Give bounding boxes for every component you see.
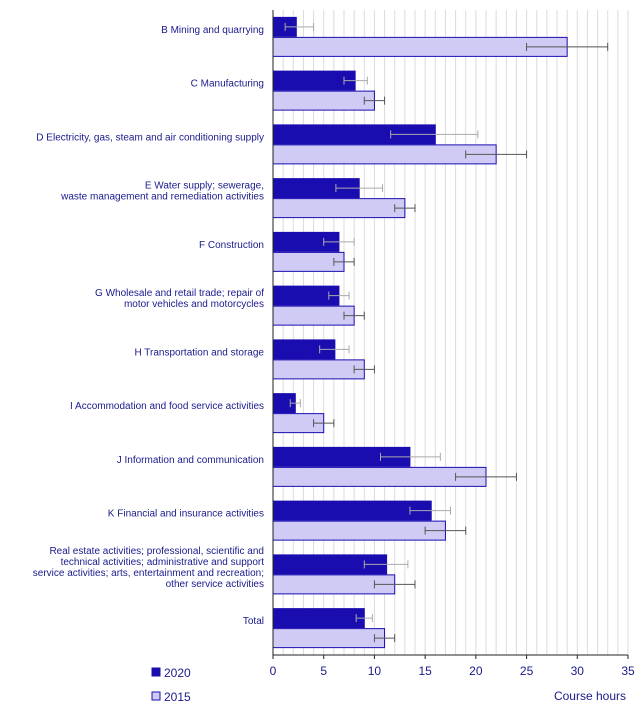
- category-label-line: J Information and communication: [117, 455, 264, 466]
- category-label-line: D Electricity, gas, steam and air condit…: [36, 132, 264, 143]
- legend: 2020 2015: [151, 666, 191, 704]
- category-label-line: G Wholesale and retail trade; repair of: [95, 288, 264, 299]
- category-label-line: C Manufacturing: [191, 79, 264, 90]
- bars: [272, 16, 568, 649]
- category-label-line: Total: [243, 616, 264, 627]
- x-axis-title: Course hours: [554, 689, 626, 703]
- category-label-line: waste management and remediation activit…: [60, 192, 264, 203]
- x-tick-labels: 0 5 10 15 20 25 30 35: [270, 664, 635, 678]
- category-label-line: technical activities; administrative and…: [61, 557, 265, 568]
- category-label-line: service activities; arts, entertainment …: [33, 568, 264, 579]
- category-label-2: D Electricity, gas, steam and air condit…: [36, 132, 264, 143]
- category-label-11: Total: [243, 616, 264, 627]
- category-label-line: B Mining and quarrying: [161, 25, 264, 36]
- grid-lines: [282, 10, 629, 655]
- bar-2015-6: [272, 359, 365, 380]
- bar-2015-0: [272, 36, 568, 57]
- category-label-8: J Information and communication: [117, 455, 264, 466]
- error-bars: [284, 22, 609, 643]
- category-label-4: F Construction: [199, 240, 264, 251]
- category-label-line: motor vehicles and motorcycles: [124, 299, 264, 310]
- category-label-line: K Financial and insurance activities: [108, 509, 264, 520]
- x-tick-label-25: 25: [520, 664, 534, 678]
- category-label-line: E Water supply; sewerage,: [145, 181, 264, 192]
- bar-2015-2: [272, 144, 497, 165]
- category-label-1: C Manufacturing: [191, 79, 264, 90]
- bar-2015-1: [272, 90, 375, 111]
- category-label-9: K Financial and insurance activities: [108, 509, 264, 520]
- category-label-0: B Mining and quarrying: [161, 25, 264, 36]
- category-label-10: Real estate activities; professional, sc…: [33, 546, 264, 590]
- legend-swatch-2015: [151, 691, 161, 701]
- category-label-7: I Accommodation and food service activit…: [70, 401, 264, 412]
- x-tick-label-5: 5: [320, 664, 327, 678]
- category-label-6: H Transportation and storage: [134, 347, 264, 358]
- x-tick-label-35: 35: [621, 664, 635, 678]
- category-label-line: H Transportation and storage: [134, 347, 264, 358]
- category-label-line: F Construction: [199, 240, 264, 251]
- bar-2020-11: [272, 608, 365, 629]
- axes: [272, 10, 629, 659]
- x-tick-label-30: 30: [571, 664, 585, 678]
- category-labels: B Mining and quarrying C Manufacturing D E…: [33, 25, 265, 627]
- x-tick-label-0: 0: [270, 664, 277, 678]
- legend-label-2020: 2020: [164, 666, 191, 680]
- category-label-line: I Accommodation and food service activit…: [70, 401, 264, 412]
- bar-2015-3: [272, 198, 406, 219]
- legend-swatch-2020: [151, 667, 161, 677]
- bar-2020-1: [272, 70, 356, 91]
- x-tick-label-15: 15: [418, 664, 432, 678]
- category-label-3: E Water supply; sewerage, waste managemen…: [60, 181, 264, 203]
- category-label-line: Real estate activities; professional, sc…: [49, 546, 264, 557]
- legend-label-2015: 2015: [164, 690, 191, 704]
- x-tick-label-10: 10: [368, 664, 382, 678]
- bar-2020-9: [272, 500, 432, 521]
- x-tick-label-20: 20: [469, 664, 483, 678]
- bar-2015-4: [272, 251, 345, 272]
- category-label-line: other service activities: [166, 579, 264, 590]
- bar-2015-9: [272, 520, 446, 541]
- bar-2015-11: [272, 628, 386, 649]
- bar-2015-8: [272, 466, 487, 487]
- category-label-5: G Wholesale and retail trade; repair of m…: [95, 288, 264, 310]
- bar-2015-5: [272, 305, 355, 326]
